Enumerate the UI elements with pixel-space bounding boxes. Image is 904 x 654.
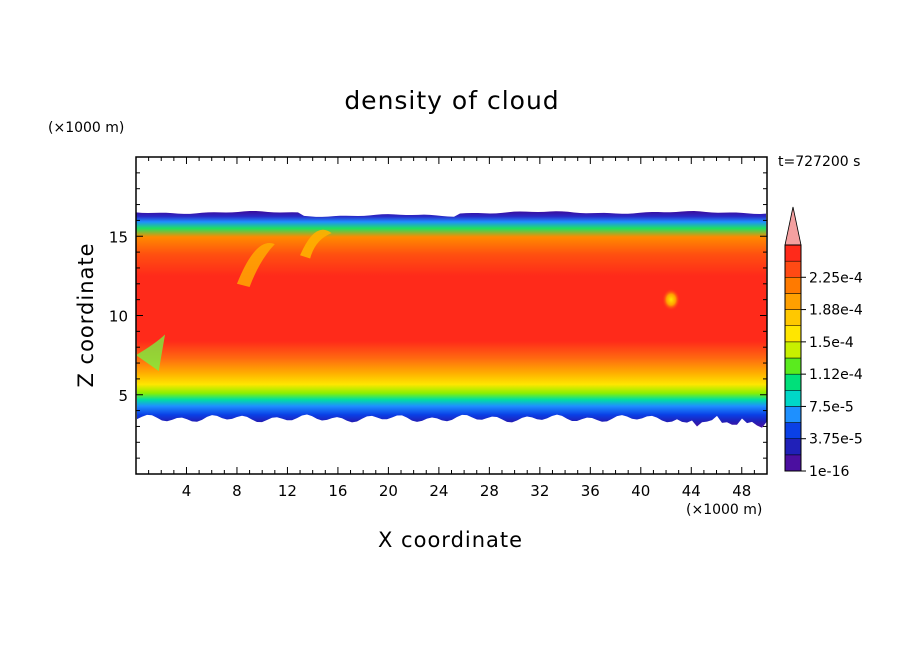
cloud-density-field — [136, 211, 767, 428]
colorbar-swatch — [784, 309, 802, 326]
colorbar-swatch — [784, 406, 802, 423]
colorbar-swatch — [784, 454, 802, 472]
colorbar-label: 1.88e-4 — [809, 303, 863, 319]
x-tick-label: 24 — [429, 482, 448, 500]
colorbar-swatch — [784, 293, 802, 310]
x-tick-label: 28 — [480, 482, 499, 500]
colorbar-swatch — [784, 357, 802, 375]
x-tick-label: 20 — [379, 482, 398, 500]
colorbar-swatch — [784, 422, 802, 439]
y-tick-label: 15 — [109, 228, 128, 246]
chart-title: density of cloud — [344, 86, 560, 115]
x-tick-label: 4 — [182, 482, 192, 500]
colorbar-extend-arrow — [784, 206, 802, 246]
colorbar-label: 2.25e-4 — [809, 270, 863, 286]
y-tick-label: 5 — [118, 387, 128, 405]
colorbar-swatch — [784, 260, 802, 278]
y-tick-label: 10 — [109, 308, 128, 326]
colorbar-swatch — [784, 244, 802, 262]
colorbar-frame — [784, 244, 802, 472]
colorbar-swatch — [784, 373, 802, 391]
x-tick-label: 48 — [732, 482, 751, 500]
colorbar-swatch — [784, 325, 802, 343]
cloud-layer — [136, 211, 767, 428]
x-tick-label: 8 — [232, 482, 242, 500]
colorbar-label: 1e-16 — [809, 464, 849, 480]
x-unit-label: (×1000 m) — [686, 502, 763, 518]
x-tick-label: 32 — [530, 482, 549, 500]
colorbar-swatch — [784, 438, 802, 456]
colorbar-label: 1.5e-4 — [809, 335, 854, 351]
colorbar-label: 7.5e-5 — [809, 399, 854, 415]
colorbar-label: 1.12e-4 — [809, 367, 863, 383]
time-label: t=727200 s — [778, 154, 861, 170]
colorbar-swatch — [784, 277, 802, 294]
cloud-eddy — [236, 243, 275, 287]
cloud-top-eddy — [300, 229, 332, 259]
x-tick-label: 12 — [278, 482, 297, 500]
colorbar-label: 3.75e-5 — [809, 432, 863, 448]
density-maximum — [662, 288, 681, 311]
updraft-plume — [136, 334, 166, 371]
x-tick-label: 44 — [682, 482, 701, 500]
x-axis-label: X coordinate — [378, 528, 524, 552]
x-tick-label: 16 — [328, 482, 347, 500]
x-tick-label: 40 — [631, 482, 650, 500]
y-unit-label: (×1000 m) — [48, 120, 125, 136]
colorbar-swatch — [784, 390, 802, 407]
colorbar-swatch — [784, 341, 802, 359]
x-tick-label: 36 — [581, 482, 600, 500]
